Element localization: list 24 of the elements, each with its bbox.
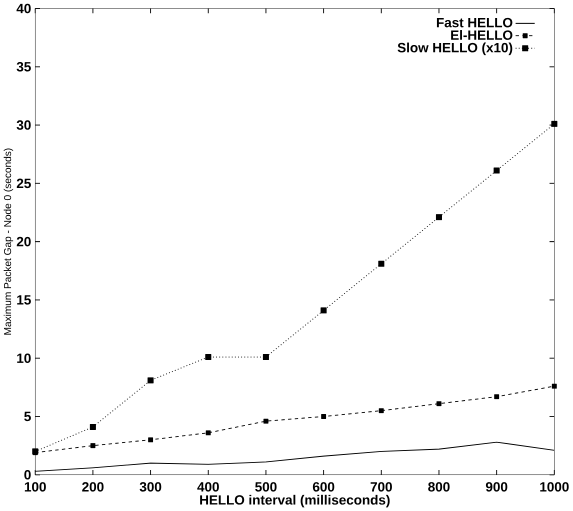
y-tick-label: 5 [24,412,31,422]
x-axis-title: HELLO interval (milliseconds) [200,494,390,508]
legend-label: Slow HELLO (x10) [398,42,512,56]
y-tick-label: 35 [16,62,31,72]
y-tick-label: 30 [16,120,31,130]
x-tick-label: 400 [197,482,219,492]
x-tick-label: 900 [486,482,508,492]
legend-label: Fast HELLO [436,18,512,28]
y-tick-label: 20 [16,236,31,246]
y-tick-label: 10 [17,353,31,363]
y-tick-label: 25 [16,178,31,188]
x-tick-label: 700 [370,482,392,492]
y-axis-title: Maximum Packet Gap - Node 0 (seconds) [4,148,14,335]
x-tick-label: 600 [312,482,334,492]
x-tick-label: 100 [24,482,46,492]
x-tick-label: 200 [82,482,104,492]
y-tick-label: 0 [24,470,31,480]
y-tick-label: 40 [16,4,31,14]
x-tick-label: 800 [428,482,450,492]
x-tick-label: 1000 [540,482,569,492]
legend-label: El-HELLO [451,30,512,40]
x-tick-label: 300 [140,482,162,492]
y-tick-label: 15 [17,295,31,305]
x-tick-label: 500 [255,482,277,492]
